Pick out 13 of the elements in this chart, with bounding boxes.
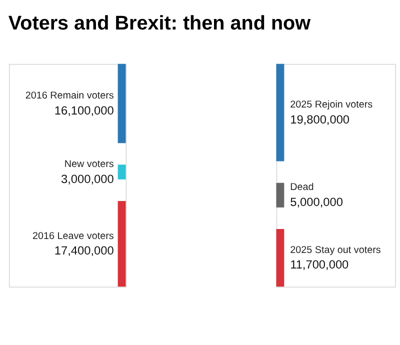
category-label: New voters <box>64 159 114 170</box>
text: Voters and Brexit: then and now <box>8 12 312 35</box>
data-label: 11,700,000 <box>290 258 350 272</box>
category-label: 2016 Remain voters <box>25 90 114 102</box>
data-label: 5,000,000 <box>290 195 344 210</box>
data-label: 3,000,000 <box>61 172 114 186</box>
category-label: 2025 Rejoin voters <box>290 100 373 111</box>
category-label: Dead <box>290 182 314 194</box>
data-label: 17,400,000 <box>54 244 114 258</box>
data-label: 16,100,000 <box>54 103 114 118</box>
category-label: 2016 Leave voters <box>32 230 114 242</box>
category-label: 2025 Stay out voters <box>290 244 381 256</box>
data-label: 19,800,000 <box>290 112 350 126</box>
